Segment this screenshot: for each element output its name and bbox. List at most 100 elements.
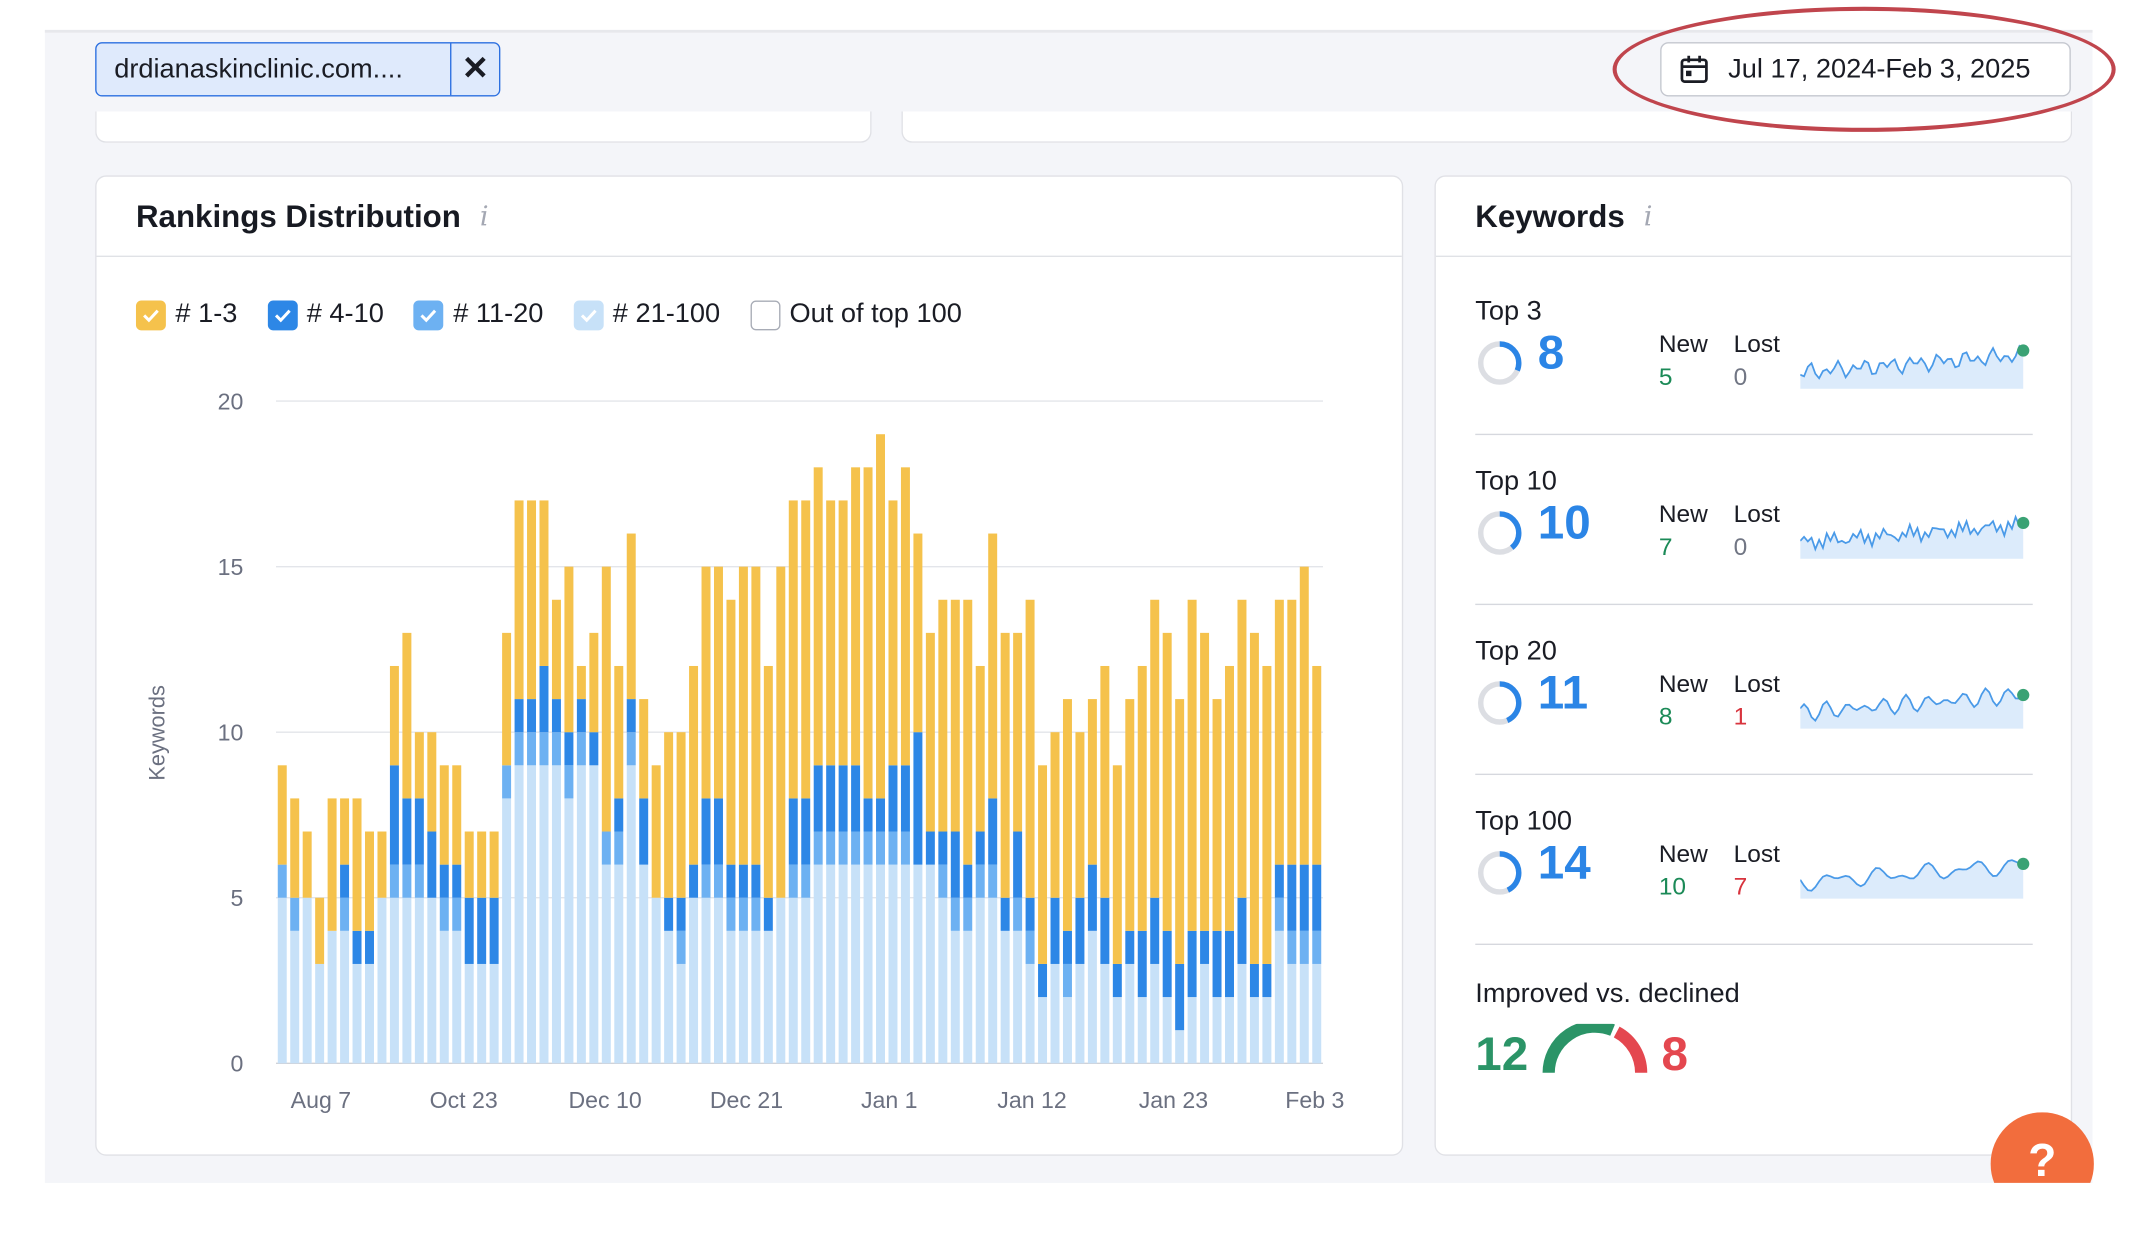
bar-segment [1150, 897, 1160, 964]
keyword-row-label: Top 20 [1475, 636, 1557, 667]
bar-segment [1050, 963, 1060, 1064]
bar-segment [551, 599, 561, 700]
checkbox-21-100-icon[interactable] [573, 299, 604, 330]
bar-segment [352, 963, 362, 1064]
bar-segment [414, 798, 424, 865]
keywords-info-icon[interactable]: i [1643, 199, 1653, 233]
checkbox-4-10-icon[interactable] [267, 299, 298, 330]
trend-sparkline [1800, 857, 2030, 899]
checkbox-out-of-top-100-icon[interactable] [750, 299, 780, 330]
bar-segment [726, 930, 736, 1064]
legend-label-out-of-top-100: Out of top 100 [789, 299, 962, 330]
bar-segment [1200, 632, 1210, 931]
rankings-info-icon[interactable]: i [479, 199, 489, 233]
bar-segment [340, 864, 350, 898]
legend-item-out-of-top-100[interactable]: Out of top 100 [750, 299, 962, 330]
bar-segment [900, 831, 910, 865]
bar-segment [664, 732, 674, 898]
bar-segment [1175, 1030, 1185, 1064]
bar-segment [452, 765, 462, 865]
bar-segment [514, 732, 524, 766]
keyword-row-label: Top 3 [1475, 296, 1542, 327]
trend-sparkline [1800, 514, 2030, 559]
rankings-legend: # 1-3 # 4-10 # 11-20 # 21-100 [135, 299, 992, 330]
help-button[interactable]: ? [1990, 1112, 2094, 1183]
bar-segment [726, 599, 736, 865]
lost-count: 0 [1733, 363, 1748, 391]
bar-segment [888, 500, 898, 766]
bar-segment [290, 897, 300, 931]
bar-segment [402, 864, 412, 898]
bar-segment [975, 831, 985, 865]
domain-filter-chip[interactable]: drdianaskinclinic.com.... ✕ [95, 42, 501, 97]
bar-segment [1237, 599, 1247, 898]
bar-segment [1287, 864, 1297, 931]
bar-segment [689, 665, 699, 865]
bar-segment [1200, 930, 1210, 964]
trend-sparkline [1800, 344, 2030, 389]
keyword-row-top-100[interactable]: Top 100 14 New 10 Lost 7 [1475, 775, 2033, 945]
x-tick-label: Jan 12 [997, 1087, 1066, 1113]
bar-segment [963, 864, 973, 898]
remove-filter-close-icon[interactable]: ✕ [450, 43, 499, 96]
bar-segment [1200, 963, 1210, 1064]
y-axis-label: Keywords [145, 685, 170, 781]
bar-segment [1287, 963, 1297, 1064]
bar-segment [1150, 599, 1160, 898]
rankings-chart: 0 5 10 15 20 Keywords Aug 7 Oct 23 Dec 10 Dec 21 J… [145, 388, 1345, 1113]
bar-segment [988, 798, 998, 865]
keywords-title: Keywords [1475, 197, 1625, 234]
bar-segment [788, 500, 798, 799]
bar-segment [1038, 997, 1048, 1064]
bar-segment [925, 864, 935, 1064]
keyword-row-top-3[interactable]: Top 3 8 New 5 Lost 0 [1475, 265, 2033, 436]
bar-segment [676, 963, 686, 1064]
bar-segment [813, 467, 823, 766]
bar-segment [801, 500, 811, 799]
bar-segment [938, 599, 948, 832]
bar-segment [1062, 963, 1072, 998]
bar-segment [527, 699, 537, 733]
bar-segment [863, 467, 873, 799]
legend-item-4-10[interactable]: # 4-10 [267, 299, 384, 330]
bar-segment [851, 831, 861, 865]
bar-segment [651, 897, 661, 1064]
bar-segment [1062, 699, 1072, 931]
bar-segment [1075, 897, 1085, 964]
bar-segment [389, 864, 399, 898]
bar-segment [851, 864, 861, 1064]
bar-segment [414, 732, 424, 799]
bar-segment [863, 798, 873, 832]
legend-item-1-3[interactable]: # 1-3 [135, 299, 237, 330]
rankings-title: Rankings Distribution [135, 197, 461, 234]
legend-item-21-100[interactable]: # 21-100 [573, 299, 720, 330]
bar-segment [1087, 930, 1097, 1064]
bar-segment [1249, 632, 1259, 964]
bar-segment [1000, 930, 1010, 1064]
declined-count: 8 [1661, 1027, 1689, 1081]
checkbox-1-3-icon[interactable] [135, 299, 166, 330]
bar-segment [639, 699, 649, 799]
lost-count: 0 [1733, 532, 1748, 561]
bar-segment [414, 897, 424, 1064]
bar-segment [1287, 599, 1297, 865]
bar-segment [589, 632, 599, 733]
keyword-row-top-10[interactable]: Top 10 10 New 7 Lost 0 [1475, 435, 2033, 606]
bar-segment [1075, 732, 1085, 898]
bar-segment [1249, 997, 1259, 1064]
bar-segment [639, 864, 649, 1064]
bar-segment [439, 897, 449, 931]
progress-ring-icon [1477, 681, 1522, 725]
bar-segment [863, 831, 873, 865]
bar-segment [788, 897, 798, 1064]
bar-segment [689, 864, 699, 898]
bar-segment [514, 765, 524, 1064]
keyword-row-top-20[interactable]: Top 20 11 New 8 Lost 1 [1475, 605, 2033, 776]
legend-item-11-20[interactable]: # 11-20 [413, 299, 543, 330]
new-count: 7 [1658, 532, 1673, 561]
progress-ring-icon [1477, 851, 1522, 895]
checkbox-11-20-icon[interactable] [413, 299, 444, 330]
bar-segment [489, 963, 499, 1064]
bar-segment [988, 864, 998, 898]
